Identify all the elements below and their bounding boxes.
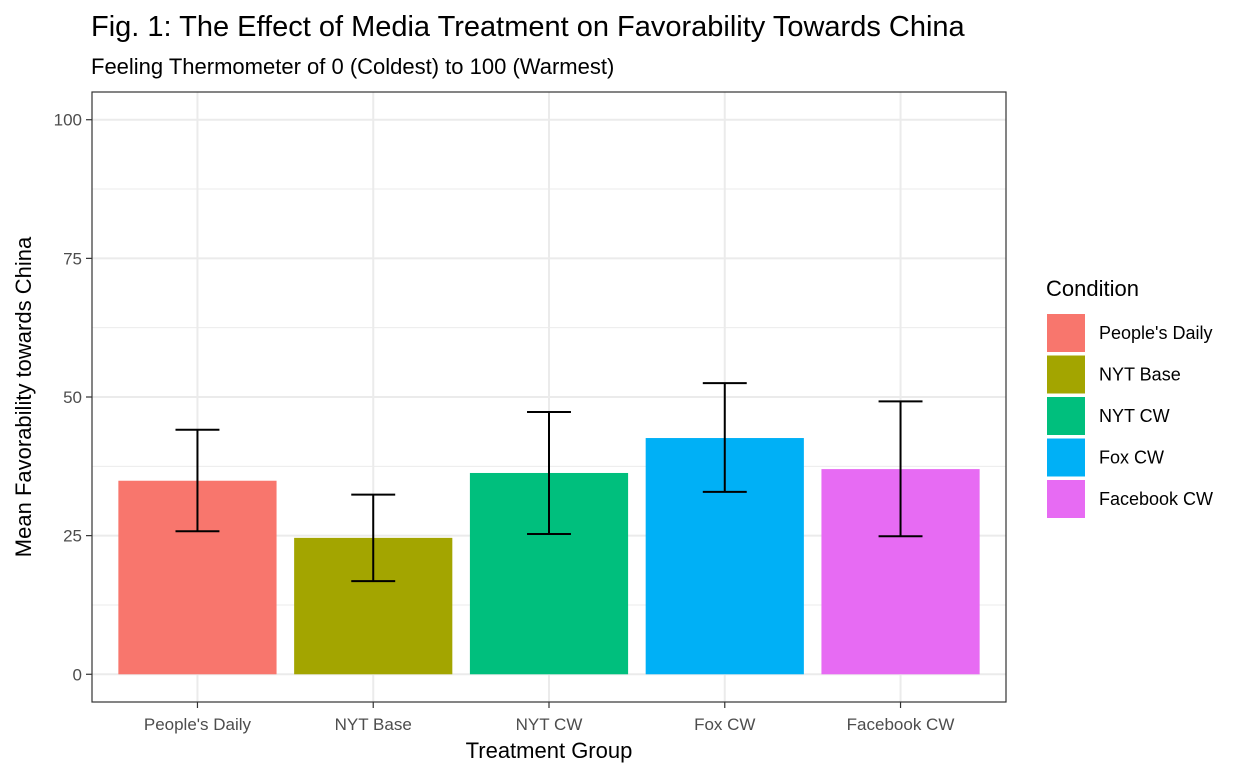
error-bar-3 (527, 410, 571, 535)
legend-key (1047, 397, 1085, 435)
legend-label: NYT Base (1099, 365, 1181, 385)
x-tick-label: Facebook CW (847, 715, 955, 734)
legend: Condition People's Daily NYT Base NYT CW Fo… (1046, 276, 1213, 518)
legend-label: Fox CW (1099, 448, 1164, 468)
x-axis-title: Treatment Group (466, 738, 633, 763)
legend-item-3: NYT CW (1047, 397, 1170, 435)
chart-subtitle: Feeling Thermometer of 0 (Coldest) to 10… (91, 54, 614, 79)
error-bars (175, 382, 923, 583)
error-bar-4 (702, 382, 747, 493)
y-tick-label: 100 (54, 111, 82, 130)
y-tick-label: 50 (63, 388, 82, 407)
error-bar-1 (175, 428, 220, 533)
legend-label: Facebook CW (1099, 489, 1213, 509)
legend-item-4: Fox CW (1047, 438, 1164, 477)
legend-label: People's Daily (1099, 323, 1213, 343)
legend-item-1: People's Daily (1047, 314, 1213, 352)
y-tick-label: 0 (73, 665, 82, 684)
legend-title: Condition (1046, 276, 1139, 301)
chart-title: Fig. 1: The Effect of Media Treatment on… (91, 11, 966, 43)
legend-key (1047, 355, 1085, 394)
error-bar-2 (351, 493, 396, 583)
legend-item-2: NYT Base (1047, 355, 1181, 394)
x-tick-label: NYT Base (335, 715, 412, 734)
y-axis: 0 25 50 75 100 (54, 111, 92, 684)
x-tick-label: Fox CW (694, 715, 755, 734)
y-axis-title: Mean Favorability towards China (11, 236, 36, 557)
legend-key (1047, 314, 1085, 352)
error-bar-5 (878, 400, 923, 538)
y-tick-label: 75 (63, 249, 82, 268)
legend-key (1047, 480, 1085, 518)
legend-label: NYT CW (1099, 406, 1170, 426)
legend-key (1047, 438, 1085, 477)
legend-item-5: Facebook CW (1047, 480, 1213, 518)
y-tick-label: 25 (63, 527, 82, 546)
x-tick-label: People's Daily (144, 715, 252, 734)
x-axis: People's Daily NYT Base NYT CW Fox CW Facebo… (144, 702, 955, 734)
x-tick-label: NYT CW (516, 715, 583, 734)
